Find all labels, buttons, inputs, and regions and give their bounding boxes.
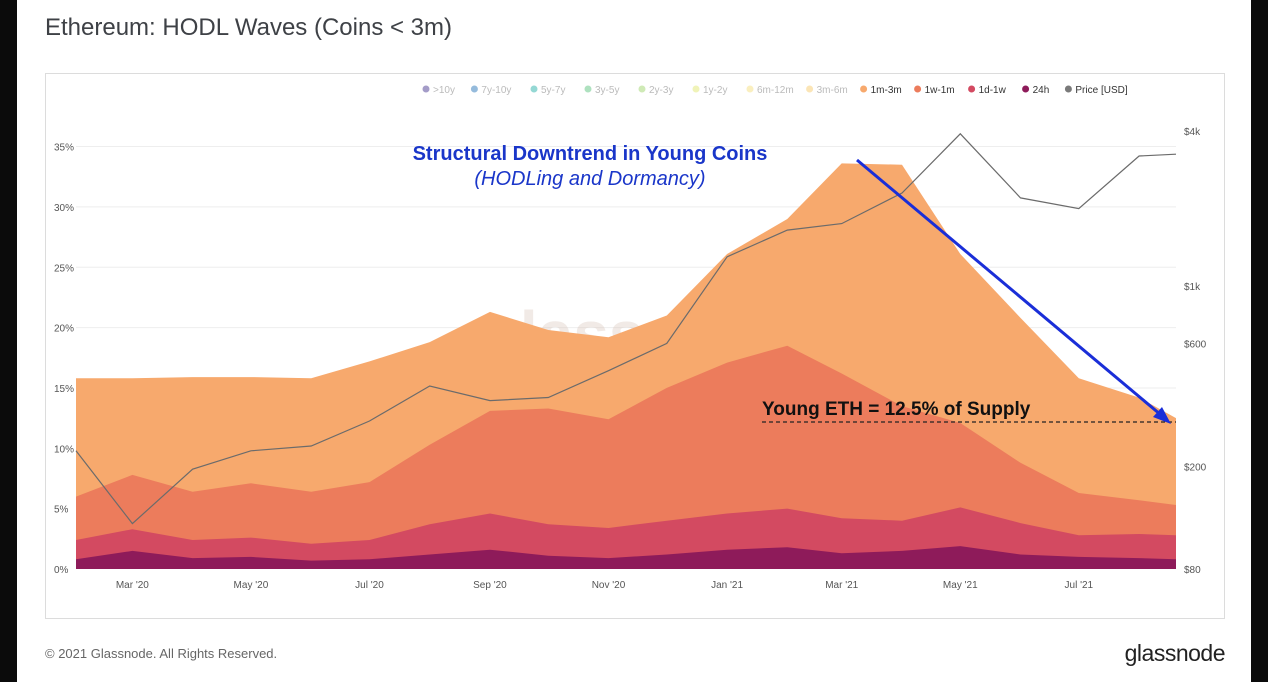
y-right-tick-label: $4k — [1184, 127, 1201, 138]
y-right-tick-label: $1k — [1184, 282, 1201, 293]
x-tick-label: Mar '21 — [825, 580, 858, 591]
footer-logo: glassnode — [1124, 640, 1226, 666]
x-tick-label: Mar '20 — [116, 580, 149, 591]
hodl-waves-chart: >10y 7y-10y 5y-7y 3y-5y 2y-3y 1y-2y 6m-12m 3m-6… — [54, 85, 1207, 591]
legend-dot — [914, 85, 922, 93]
price-line-group — [75, 132, 1177, 525]
page-title: Ethereum: HODL Waves (Coins < 3m) — [45, 14, 453, 41]
legend-dot — [860, 85, 868, 93]
legend-label: 1w-1m — [925, 85, 955, 96]
legend-label: 5y-7y — [541, 85, 565, 96]
annotations: Structural Downtrend in Young Coins (HOD… — [413, 143, 1176, 424]
legend-dot — [806, 85, 814, 93]
legend-item-1m-3m[interactable]: 1m-3m — [860, 85, 902, 96]
area-24h — [76, 546, 1176, 569]
legend-dot — [638, 85, 646, 93]
legend-dot — [470, 85, 478, 93]
annotation-headline: Structural Downtrend in Young Coins — [413, 143, 768, 165]
annotation-young-eth: Young ETH = 12.5% of Supply — [762, 399, 1031, 420]
legend-dot — [968, 85, 976, 93]
x-tick-label: Jul '20 — [355, 580, 384, 591]
legend-item-3m-6m[interactable]: 3m-6m — [806, 85, 848, 96]
legend-item-7y-10y[interactable]: 7y-10y — [470, 85, 512, 96]
legend-item-1w-1m[interactable]: 1w-1m — [914, 85, 955, 96]
legend-item-price-usd[interactable]: Price [USD] — [1064, 85, 1128, 96]
legend-dot — [1022, 85, 1030, 93]
legend-label: 6m-12m — [757, 85, 794, 96]
y-tick-label: 10% — [54, 444, 74, 455]
downtrend-arrowhead — [1153, 407, 1171, 424]
legend-label: 3y-5y — [595, 85, 619, 96]
stacked-areas — [76, 163, 1176, 569]
legend-dot — [692, 85, 700, 93]
downtrend-arrow — [856, 158, 1168, 422]
y-tick-label: 25% — [54, 263, 74, 274]
legend-label: 1y-2y — [703, 85, 727, 96]
area-1w-1m — [76, 345, 1176, 569]
x-tick-label: Nov '20 — [592, 580, 626, 591]
x-tick-label: Jul '21 — [1065, 580, 1094, 591]
legend-label: 7y-10y — [481, 85, 511, 96]
y-tick-label: 35% — [54, 143, 74, 154]
price-line — [75, 132, 1177, 525]
legend-item-6m-12m[interactable]: 6m-12m — [746, 85, 794, 96]
legend-item-1d-1w[interactable]: 1d-1w — [968, 85, 1007, 96]
legend-label: 24h — [1033, 85, 1050, 96]
y-axis-right: $80 $200 $600 $1k $4k — [1184, 127, 1207, 576]
y-right-tick-label: $600 — [1184, 339, 1207, 350]
legend-dot — [422, 85, 430, 93]
x-axis: Mar '20 May '20 Jul '20 Sep '20 Nov '20 Jan '… — [116, 580, 1094, 591]
legend-item-1y-2y[interactable]: 1y-2y — [692, 85, 728, 96]
x-tick-label: May '20 — [234, 580, 269, 591]
y-tick-label: 30% — [54, 203, 74, 214]
legend-item-10y[interactable]: >10y — [422, 85, 455, 96]
legend-label: 1m-3m — [871, 85, 902, 96]
legend-dot — [584, 85, 592, 93]
annotation-subline: (HODLing and Dormancy) — [474, 168, 705, 190]
legend-item-5y-7y[interactable]: 5y-7y — [530, 85, 566, 96]
legend-dot — [746, 85, 754, 93]
x-tick-label: Sep '20 — [473, 580, 507, 591]
y-tick-label: 0% — [54, 565, 69, 576]
chart-card: Ethereum: HODL Waves (Coins < 3m) >10y 7y… — [17, 0, 1251, 682]
x-tick-label: May '21 — [943, 580, 978, 591]
legend-item-24h[interactable]: 24h — [1022, 85, 1049, 96]
y-axis-left: 0% 5% 10% 15% 20% 25% 30% 35% — [54, 143, 74, 576]
chart-legend: >10y 7y-10y 5y-7y 3y-5y 2y-3y 1y-2y 6m-12m 3m-6… — [422, 85, 1128, 96]
legend-label: Price [USD] — [1075, 85, 1127, 96]
legend-dot — [530, 85, 538, 93]
chart-container: >10y 7y-10y 5y-7y 3y-5y 2y-3y 1y-2y 6m-12m 3m-6… — [45, 73, 1225, 619]
legend-label: 2y-3y — [649, 85, 673, 96]
footer-copyright: © 2021 Glassnode. All Rights Reserved. — [45, 646, 278, 661]
y-right-tick-label: $80 — [1184, 565, 1201, 576]
y-right-tick-label: $200 — [1184, 462, 1207, 473]
legend-item-2y-3y[interactable]: 2y-3y — [638, 85, 674, 96]
x-tick-label: Jan '21 — [711, 580, 743, 591]
legend-item-3y-5y[interactable]: 3y-5y — [584, 85, 620, 96]
legend-label: 3m-6m — [817, 85, 848, 96]
y-tick-label: 5% — [54, 505, 69, 516]
y-tick-label: 15% — [54, 384, 74, 395]
legend-label: >10y — [433, 85, 455, 96]
legend-dot — [1064, 85, 1072, 93]
y-tick-label: 20% — [54, 324, 74, 335]
legend-label: 1d-1w — [979, 85, 1007, 96]
